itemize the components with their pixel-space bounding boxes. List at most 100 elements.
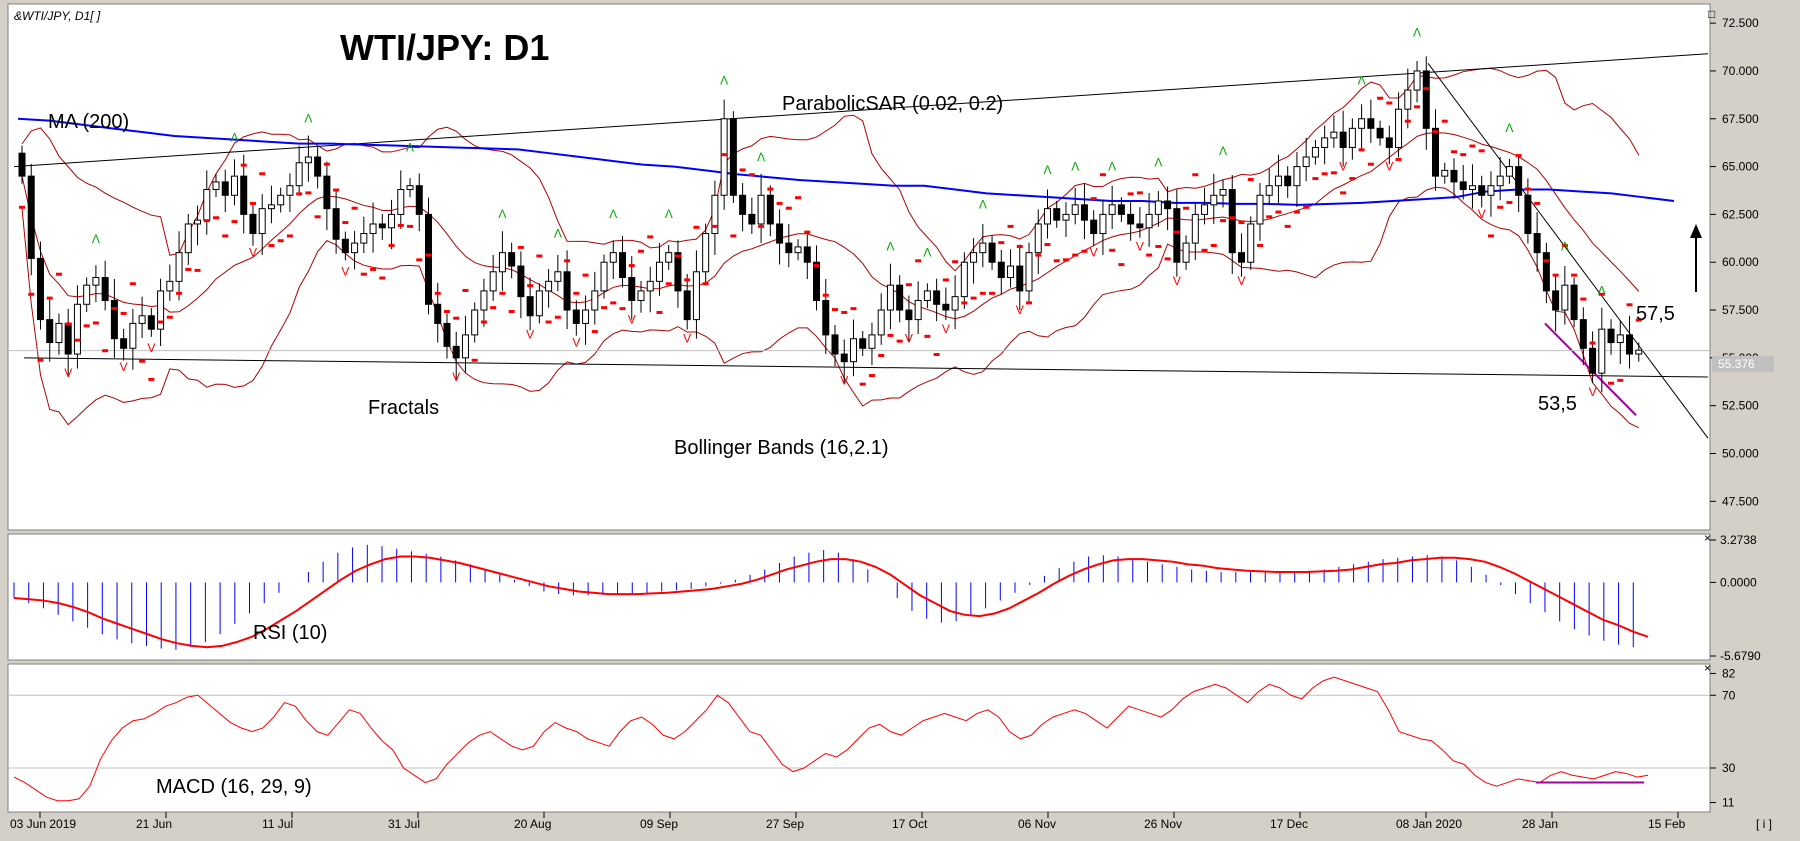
sar-dot [554,315,561,319]
sar-dot [1062,258,1069,262]
candle [415,185,423,215]
fractal-down-icon: V [526,328,534,342]
candle [785,242,793,254]
sar-dot [1238,221,1245,225]
sar-dot [850,307,857,311]
candle [406,185,414,191]
rsi-close-icon[interactable]: × [1704,661,1711,675]
candle [683,290,691,321]
maximize-icon[interactable]: □ [1708,7,1715,21]
candle [1524,194,1532,235]
candle [840,353,848,363]
candle [1311,146,1319,158]
macd-tick-label: 3.2738 [1720,533,1757,547]
candle [267,204,275,210]
sar-dot [656,310,663,314]
sar-dot [776,201,783,205]
fractal-down-icon: V [1173,274,1181,288]
candle [1228,189,1236,254]
candle [905,309,913,321]
fractal-down-icon: V [628,312,636,326]
candle [18,152,26,177]
sar-dot [1395,157,1402,161]
sar-dot [499,291,506,295]
macd-annotation: MACD (16, 29, 9) [156,776,312,798]
candle [702,233,710,273]
candle [36,257,44,321]
candle [1367,118,1375,129]
current-price-label: 55.376 [1718,357,1755,371]
candle [64,322,72,355]
sar-dot [1543,259,1550,263]
candle [554,271,562,282]
sar-dot [1414,105,1421,109]
sar-dot [508,309,515,313]
sar-dot [1173,230,1180,234]
fractal-down-icon: V [1136,240,1144,254]
candle [1496,175,1504,187]
sar-dot [998,241,1005,245]
macd-tick-label: -5.6790 [1720,649,1761,663]
sar-dot [1321,172,1328,176]
sar-dot [1506,200,1513,204]
sar-dot [1423,87,1430,91]
info-icon[interactable]: [ i ] [1756,817,1772,831]
candle [1487,185,1495,196]
sar-dot [102,349,109,353]
sar-dot [1303,205,1310,209]
sar-dot [249,201,256,205]
candle [1071,204,1079,215]
candle [563,271,571,311]
candle [979,242,987,254]
candle [1413,70,1421,91]
candle [1293,166,1301,187]
price-tick-label: 60.000 [1722,255,1759,269]
macd-close-icon[interactable]: × [1704,531,1711,545]
candle [341,238,349,254]
sar-dot [841,310,848,314]
candle [1635,349,1643,355]
sar-dot [702,282,709,286]
price-tick-label: 52.500 [1722,399,1759,413]
sar-dot [711,224,718,228]
sar-dot [915,259,922,263]
candle [526,296,534,317]
macd-signal-line [13,555,1649,649]
candle [240,175,248,215]
candle [1422,70,1430,129]
sar-dot [286,234,293,238]
sar-dot [637,249,644,253]
sar-dot [887,333,894,337]
candle [794,246,802,254]
date-tick-label: 26 Nov [1144,817,1182,831]
date-tick-label: 15 Feb [1648,817,1686,831]
fractal-down-icon: V [1478,207,1486,221]
resistance-label: 57,5 [1636,303,1675,325]
symbol-label: &WTI/JPY, D1[ ] [14,9,101,23]
price-tick-label: 50.000 [1722,446,1759,460]
date-tick-label: 27 Sep [766,817,804,831]
candle [1302,156,1310,168]
sar-dot [1349,177,1356,181]
candle [729,118,737,196]
sar-dot [333,188,340,192]
candle [1238,252,1245,263]
sar-dot [416,258,423,262]
candle [960,261,968,298]
date-tick-label: 17 Dec [1270,817,1308,831]
candle [877,309,885,336]
sar-dot [453,316,460,320]
candle [1459,181,1467,191]
sar-dot [46,296,53,300]
candle [258,208,266,235]
sar-dot [471,358,478,362]
candle [1552,290,1560,311]
fractal-up-icon: Λ [1413,26,1421,40]
ma-annotation: MA (200) [48,111,129,133]
support-trendline [23,357,1709,378]
sar-dot [933,353,940,357]
candle [166,280,174,292]
sar-dot [1497,205,1504,209]
sar-dot [1201,248,1208,252]
sar-dot [813,264,820,268]
